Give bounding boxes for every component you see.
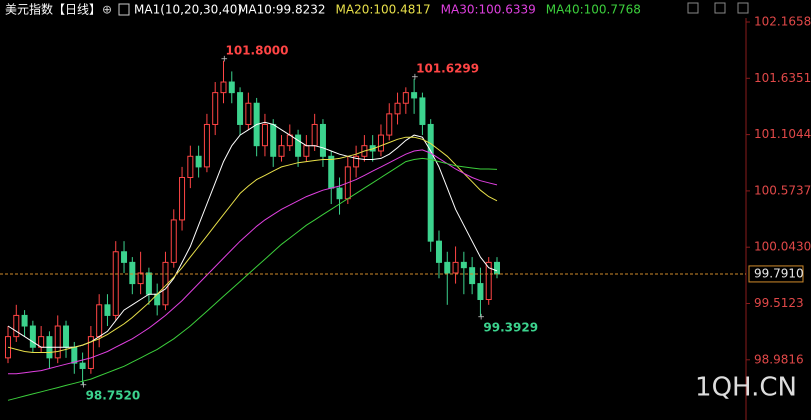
- candle-body: [104, 304, 111, 316]
- candle-body: [411, 92, 418, 99]
- settings-icon[interactable]: ⊕: [102, 3, 112, 17]
- window-button[interactable]: [714, 2, 726, 14]
- legend-entry: MA40:100.7768: [546, 3, 641, 17]
- candle-body: [303, 145, 310, 157]
- candle-body: [121, 251, 128, 263]
- y-tick-label: 100.5737: [754, 183, 811, 197]
- low-label: 98.7520: [86, 389, 141, 403]
- y-tick-label: 98.9816: [754, 352, 804, 366]
- candle-body: [13, 314, 20, 338]
- candle-body: [96, 304, 103, 338]
- candle-body: [145, 272, 152, 295]
- candle-body: [79, 362, 86, 369]
- candle-body: [319, 123, 326, 157]
- candle-body: [87, 336, 94, 369]
- candle-body: [477, 283, 484, 301]
- candle-body: [394, 102, 401, 115]
- indicator-label: MA1(10,20,30,40): [134, 3, 242, 17]
- legend-entry: MA30:100.6339: [441, 3, 536, 17]
- ma-line: [7, 121, 498, 348]
- current-price-label: 99.7910: [754, 266, 804, 280]
- candle-body: [203, 123, 210, 168]
- candle-body: [460, 261, 467, 269]
- candle-body: [228, 81, 235, 94]
- candle-body: [469, 267, 476, 285]
- ma-line: [7, 136, 498, 353]
- candle-body: [21, 314, 28, 327]
- candle-body: [452, 261, 459, 274]
- ma-line: [7, 157, 498, 401]
- high-label: 101.6299: [416, 61, 479, 75]
- candle-body: [212, 92, 219, 125]
- ma-line: [8, 149, 498, 375]
- candle-body: [311, 123, 318, 147]
- candle-body: [295, 134, 302, 157]
- watermark: 1QH.CN: [695, 373, 797, 403]
- candle-body: [29, 325, 36, 348]
- legend-entry: MA10:99.8232: [238, 3, 326, 17]
- candle-body: [195, 155, 202, 168]
- candle-body: [63, 325, 70, 348]
- window-button[interactable]: [687, 2, 699, 14]
- candle-body: [179, 177, 186, 221]
- candle-body: [129, 261, 136, 285]
- high-marker: +: [411, 72, 419, 82]
- candle-body: [278, 145, 285, 157]
- candle-body: [112, 251, 119, 316]
- candle-body: [336, 187, 343, 200]
- candle-body: [245, 102, 252, 125]
- candle-body: [54, 325, 61, 359]
- high-label: 101.8000: [225, 43, 288, 57]
- low-label: 99.3929: [483, 321, 538, 335]
- candle-body: [71, 346, 78, 364]
- high-marker: +: [220, 54, 228, 64]
- candle-body: [435, 240, 442, 263]
- candle-body: [137, 272, 144, 285]
- candle-body: [444, 261, 451, 274]
- low-marker: +: [477, 313, 485, 323]
- legend-entry: MA20:100.4817: [336, 3, 431, 17]
- candle-body: [328, 155, 335, 189]
- candle-body: [170, 219, 177, 263]
- y-tick-label: 101.6351: [754, 71, 811, 85]
- candle-body: [485, 261, 492, 301]
- candle-body: [386, 113, 393, 136]
- candle-body: [187, 155, 194, 179]
- candle-body: [220, 81, 227, 94]
- candle-body: [237, 92, 244, 125]
- indicator-icon[interactable]: [118, 3, 130, 16]
- y-tick-label: 99.5123: [754, 296, 804, 310]
- y-tick-label: 101.1044: [754, 127, 811, 141]
- y-tick-label: 100.0430: [754, 240, 811, 254]
- candle-body: [402, 92, 409, 104]
- candle-body: [270, 123, 277, 157]
- candle-body: [353, 155, 360, 168]
- low-marker: +: [80, 381, 88, 391]
- candle-body: [419, 97, 426, 125]
- candle-body: [427, 123, 434, 242]
- chart-title: 美元指数【日线】: [5, 2, 101, 17]
- current-price-box: [748, 265, 804, 283]
- y-tick-label: 102.1658: [754, 15, 811, 29]
- window-button[interactable]: [737, 2, 749, 14]
- candle-body: [377, 134, 384, 152]
- candle-body: [261, 123, 268, 147]
- candle-body: [494, 261, 500, 275]
